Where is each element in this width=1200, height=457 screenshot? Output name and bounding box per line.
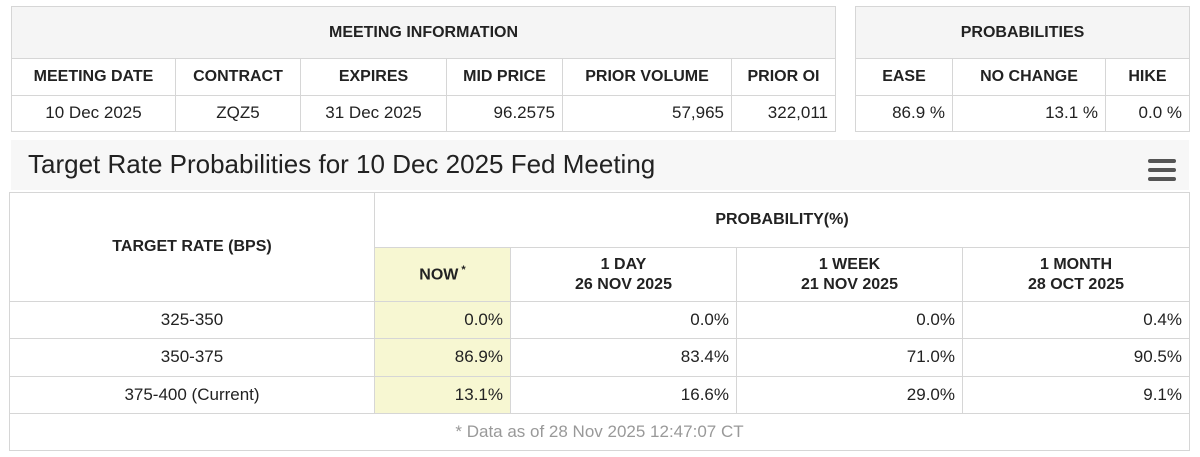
column-header-text: MID PRICE — [463, 68, 546, 86]
data-cell: 13.1 % — [952, 95, 1106, 132]
cell-text: 16.6% — [680, 384, 729, 404]
footnote-marker: * — [461, 264, 466, 277]
cell-text: 71.0% — [906, 347, 955, 367]
data-cell: 16.6% — [510, 376, 737, 414]
data-cell: 0.0% — [510, 301, 737, 339]
data-cell: 0.0 % — [1105, 95, 1190, 132]
cell-text: 350-375 — [160, 347, 224, 367]
column-header-text: HIKE — [1128, 68, 1167, 86]
column-header-text: 1 WEEK — [818, 256, 881, 274]
data-cell: 322,011 — [731, 95, 836, 132]
rate-cell: 325-350 — [9, 301, 375, 339]
chart-title: Target Rate Probabilities for 10 Dec 202… — [28, 149, 656, 179]
footnote-text: * Data as of 28 Nov 2025 12:47:07 CT — [455, 421, 744, 441]
column-header-text: PRIOR OI — [747, 68, 820, 86]
column-header-text: NO CHANGE — [980, 68, 1078, 86]
data-cell: 0.4% — [962, 301, 1190, 339]
rate-cell: 350-375 — [9, 338, 375, 377]
column-header: EXPIRES — [300, 58, 447, 96]
column-header-date: 26 NOV 2025 — [575, 275, 672, 293]
column-header: NOW * — [374, 247, 511, 302]
cell-text: 0.0% — [464, 309, 503, 329]
data-cell: 86.9% — [374, 338, 511, 377]
cell-text: 322,011 — [767, 103, 828, 123]
column-header-text: NOW — [419, 266, 459, 284]
data-cell: 96.2575 — [446, 95, 563, 132]
header-cell: MEETING INFORMATION — [11, 6, 836, 59]
column-header: 1 DAY 26 NOV 2025 — [510, 247, 737, 302]
header-text: PROBABILITIES — [960, 23, 1085, 41]
column-header: EASE — [855, 58, 953, 96]
cell-text: 0.4% — [1143, 309, 1182, 329]
cell-text: 375-400 (Current) — [124, 384, 260, 404]
footnote-cell: * Data as of 28 Nov 2025 12:47:07 CT — [9, 413, 1190, 451]
header-text: PROBABILITY(%) — [715, 211, 849, 229]
cell-text: 13.1% — [454, 384, 503, 404]
data-cell: 10 Dec 2025 — [11, 95, 176, 132]
title-bar: Target Rate Probabilities for 10 Dec 202… — [11, 140, 1189, 190]
cell-text: 86.9% — [454, 347, 503, 367]
data-cell: 71.0% — [736, 338, 963, 377]
cell-text: 10 Dec 2025 — [45, 103, 142, 123]
column-header: MID PRICE — [446, 58, 563, 96]
cell-text: ZQZ5 — [216, 103, 260, 123]
cell-text: 0.0% — [690, 309, 729, 329]
column-header-text: MEETING DATE — [33, 68, 154, 86]
header-text: TARGET RATE (BPS) — [112, 238, 272, 256]
column-header: PRIOR OI — [731, 58, 836, 96]
column-header: HIKE — [1105, 58, 1190, 96]
data-cell: ZQZ5 — [175, 95, 301, 132]
header-text: MEETING INFORMATION — [328, 23, 519, 41]
header-cell: PROBABILITIES — [855, 6, 1190, 59]
data-cell: 90.5% — [962, 338, 1190, 377]
data-cell: 9.1% — [962, 376, 1190, 414]
data-cell: 13.1% — [374, 376, 511, 414]
cell-text: 83.4% — [680, 347, 729, 367]
header-cell: TARGET RATE (BPS) — [9, 192, 375, 302]
data-cell: 31 Dec 2025 — [300, 95, 447, 132]
menu-button[interactable] — [1148, 159, 1176, 181]
data-cell: 86.9 % — [855, 95, 953, 132]
cell-text: 0.0% — [916, 309, 955, 329]
rate-cell: 375-400 (Current) — [9, 376, 375, 414]
cell-text: 86.9 % — [892, 103, 945, 123]
data-cell: 0.0% — [736, 301, 963, 339]
cell-text: 29.0% — [906, 384, 955, 404]
column-header-text: EXPIRES — [338, 68, 409, 86]
column-header: MEETING DATE — [11, 58, 176, 96]
column-header: NO CHANGE — [952, 58, 1106, 96]
column-header: 1 MONTH 28 OCT 2025 — [962, 247, 1190, 302]
header-cell: PROBABILITY(%) — [374, 192, 1190, 248]
column-header-date: 21 NOV 2025 — [801, 275, 898, 293]
column-header-text: 1 DAY — [600, 256, 647, 274]
data-cell: 29.0% — [736, 376, 963, 414]
cell-text: 9.1% — [1143, 384, 1182, 404]
data-cell: 83.4% — [510, 338, 737, 377]
column-header-line: NOW * — [419, 264, 465, 285]
data-cell: 57,965 — [562, 95, 732, 132]
cell-text: 325-350 — [160, 309, 224, 329]
column-header-text: CONTRACT — [193, 68, 283, 86]
column-header-date: 28 OCT 2025 — [1027, 275, 1125, 293]
column-header: PRIOR VOLUME — [562, 58, 732, 96]
cell-text: 57,965 — [672, 103, 724, 123]
column-header-text: EASE — [882, 68, 926, 86]
cell-text: 96.2575 — [493, 103, 555, 123]
cell-text: 90.5% — [1133, 347, 1182, 367]
column-header: CONTRACT — [175, 58, 301, 96]
column-header-text: 1 MONTH — [1040, 256, 1112, 274]
cell-text: 0.0 % — [1138, 103, 1182, 123]
column-header: 1 WEEK 21 NOV 2025 — [736, 247, 963, 302]
data-cell: 0.0% — [374, 301, 511, 339]
column-header-text: PRIOR VOLUME — [585, 68, 709, 86]
cell-text: 13.1 % — [1045, 103, 1098, 123]
cell-text: 31 Dec 2025 — [325, 103, 422, 123]
